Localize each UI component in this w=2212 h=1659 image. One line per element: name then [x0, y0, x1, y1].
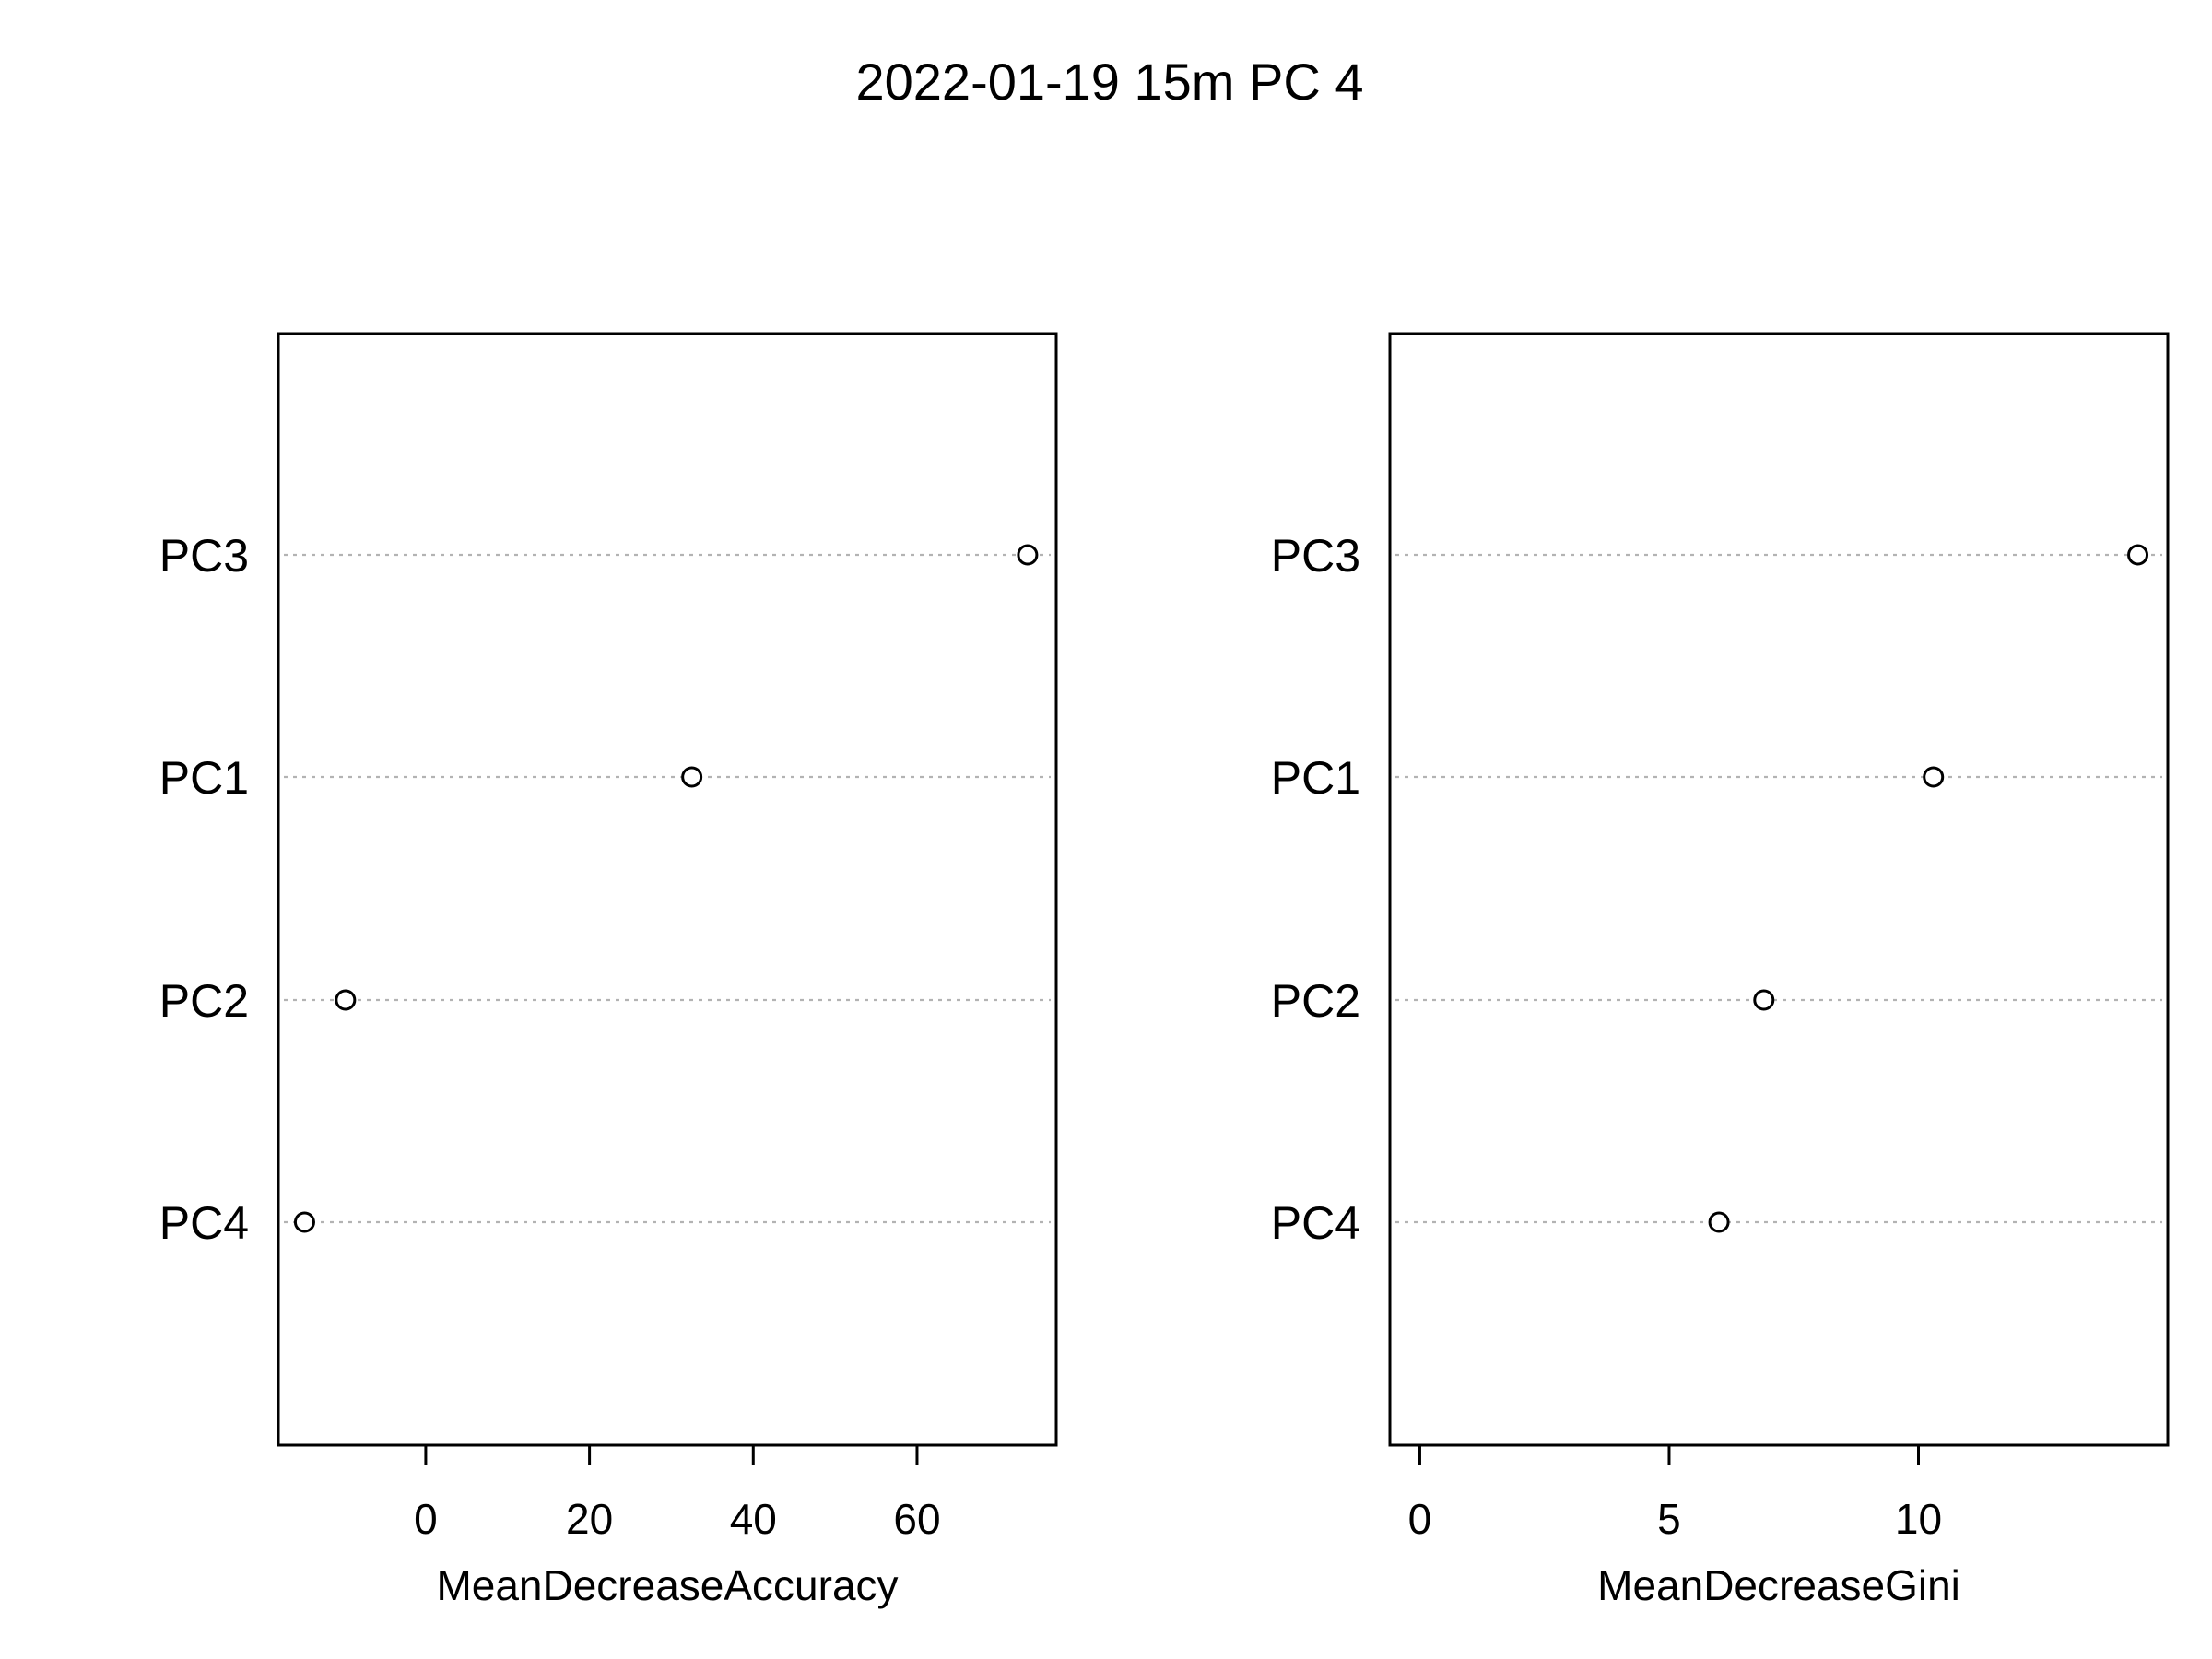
gini-label-pc3: PC3: [1271, 530, 1360, 582]
gini-label-pc2: PC2: [1271, 975, 1360, 1027]
accuracy-tick-label-40: 40: [730, 1495, 777, 1543]
gini-point-pc4: [1708, 1211, 1730, 1233]
gini-axis-title: MeanDecreaseGini: [1597, 1561, 1960, 1609]
accuracy-panel: 0 20 40 60 PC3 PC1 PC2 PC4 MeanDecreaseAccurac…: [159, 332, 1058, 1609]
gini-panel: 0 5 10 PC3 PC1 PC2 PC4 MeanDecreaseGini: [1271, 332, 2170, 1609]
main-title: 2022-01-19 15m PC 4: [855, 53, 1363, 111]
accuracy-label-pc3: PC3: [159, 530, 249, 582]
gini-tick-label-5: 5: [1657, 1495, 1681, 1543]
gini-label-pc1: PC1: [1271, 752, 1360, 804]
gini-tick-label-10: 10: [1895, 1495, 1942, 1543]
accuracy-axis-title: MeanDecreaseAccuracy: [436, 1561, 898, 1609]
gini-plot-frame: [1388, 332, 2170, 1447]
accuracy-point-pc2: [335, 989, 357, 1011]
accuracy-tick-label-0: 0: [414, 1495, 438, 1543]
accuracy-point-pc3: [1017, 544, 1039, 566]
gini-tick-label-0: 0: [1408, 1495, 1432, 1543]
accuracy-tick-label-20: 20: [566, 1495, 613, 1543]
accuracy-plot-frame: [276, 332, 1058, 1447]
accuracy-label-pc2: PC2: [159, 975, 249, 1027]
accuracy-label-pc4: PC4: [159, 1197, 249, 1249]
gini-point-pc3: [2127, 544, 2149, 566]
gini-label-pc4: PC4: [1271, 1197, 1360, 1249]
gini-point-pc2: [1753, 989, 1775, 1011]
gini-point-pc1: [1923, 766, 1945, 788]
accuracy-tick-label-60: 60: [893, 1495, 940, 1543]
accuracy-label-pc1: PC1: [159, 752, 249, 804]
accuracy-point-pc1: [681, 766, 703, 788]
accuracy-point-pc4: [293, 1211, 315, 1233]
